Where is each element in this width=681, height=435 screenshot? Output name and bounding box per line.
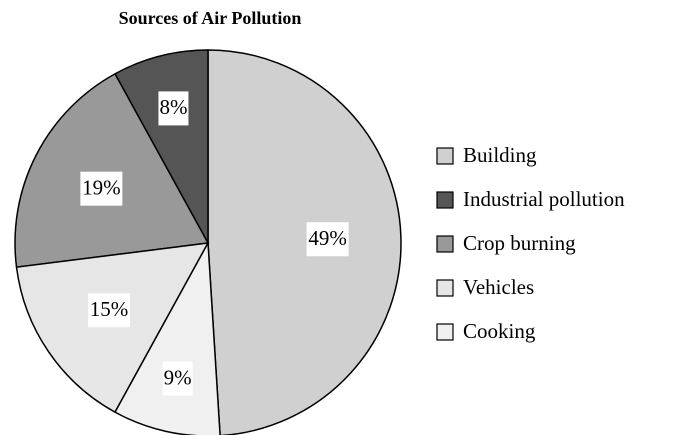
legend-swatch bbox=[436, 279, 454, 297]
pie-slice bbox=[207, 49, 402, 435]
pie-slice bbox=[14, 72, 210, 269]
data-label: 8% bbox=[159, 95, 187, 119]
label-box bbox=[80, 171, 123, 206]
label-box bbox=[88, 293, 131, 328]
data-label: 19% bbox=[82, 175, 121, 199]
pie-slice bbox=[15, 242, 210, 414]
data-label: 15% bbox=[90, 297, 129, 321]
label-box bbox=[162, 361, 193, 396]
legend-swatch bbox=[436, 191, 454, 209]
legend-swatch bbox=[436, 323, 454, 341]
legend-swatch bbox=[436, 235, 454, 253]
label-box bbox=[306, 222, 349, 257]
data-label: 49% bbox=[308, 226, 347, 250]
legend-label: Industrial pollution bbox=[463, 187, 625, 211]
data-label: 9% bbox=[164, 365, 192, 389]
legend-swatch bbox=[436, 147, 454, 165]
pie-slice bbox=[114, 240, 221, 435]
label-box bbox=[158, 91, 189, 126]
chart-title: Sources of Air Pollution bbox=[119, 8, 302, 28]
legend-label: Crop burning bbox=[463, 231, 576, 255]
legend-label: Vehicles bbox=[463, 275, 534, 299]
legend-label: Building bbox=[463, 143, 537, 167]
legend-label: Cooking bbox=[463, 319, 536, 343]
